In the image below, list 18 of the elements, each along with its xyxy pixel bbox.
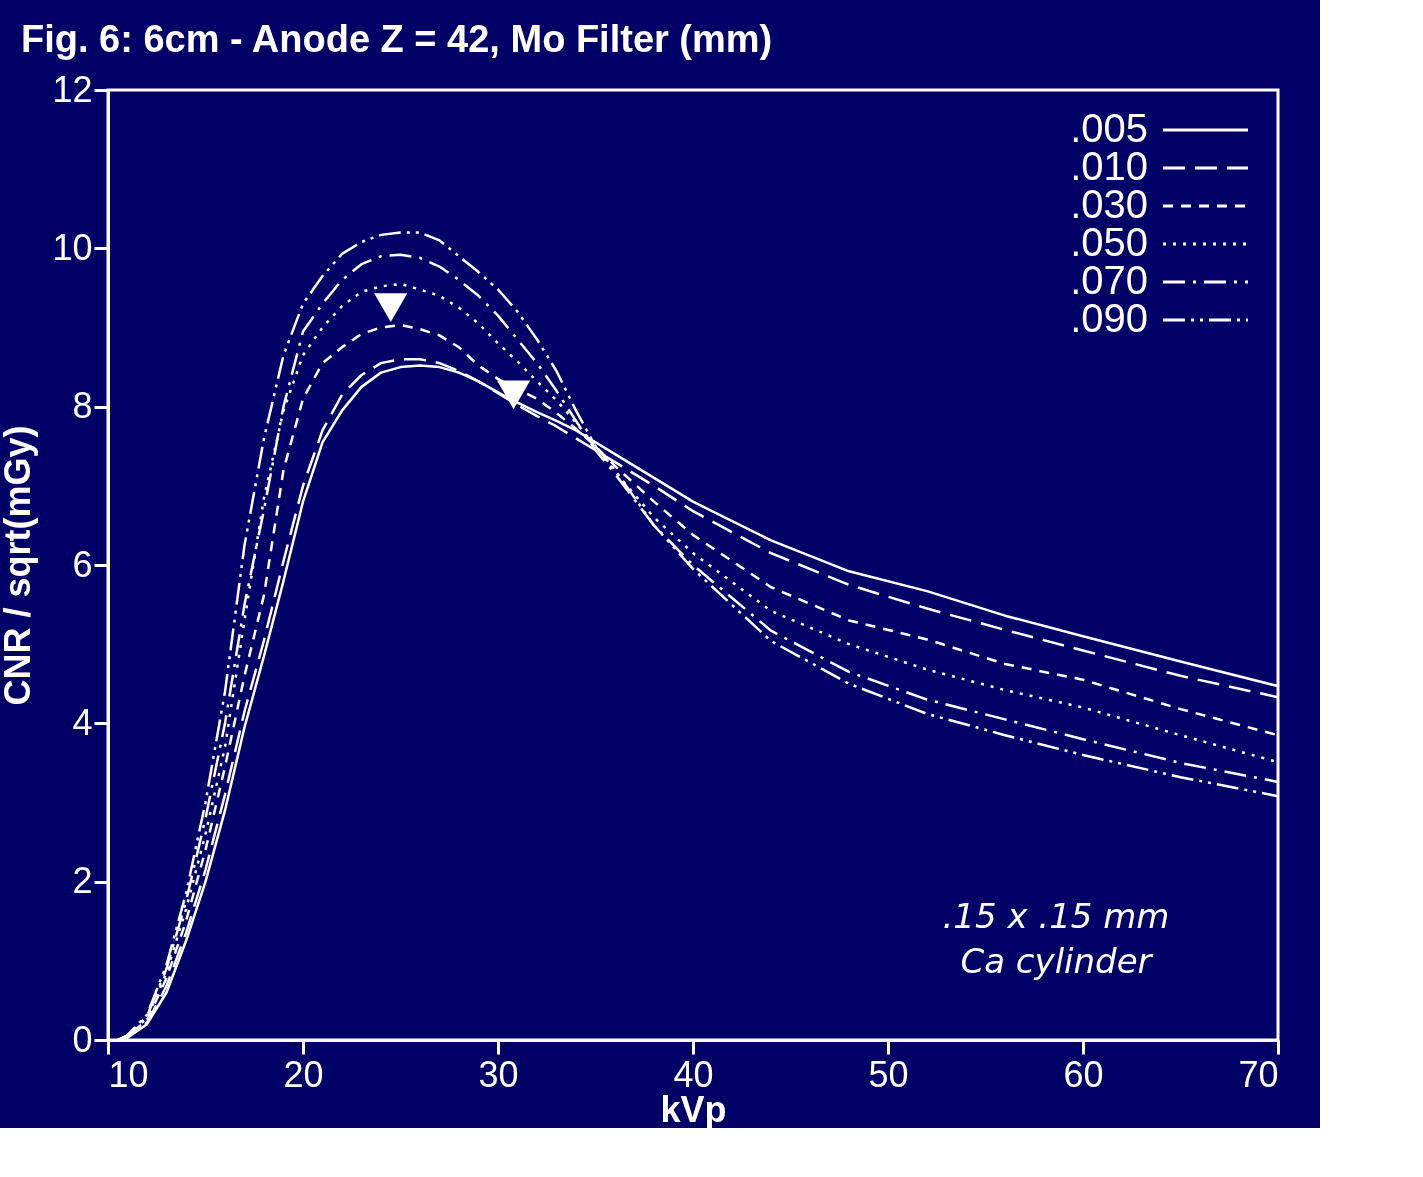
x-tick-label: 50 (868, 1053, 909, 1095)
x-tick-label: 30 (478, 1053, 519, 1095)
annotation: .15 x .15 mm (942, 896, 1170, 936)
x-tick-label: 20 (283, 1053, 324, 1095)
y-tick-label: 2 (72, 860, 93, 902)
y-tick-label: 10 (52, 226, 93, 268)
y-tick-label: 0 (72, 1018, 93, 1060)
x-tick-label: 60 (1063, 1053, 1104, 1095)
x-tick-label: 40 (673, 1053, 714, 1095)
y-tick-label: 12 (52, 68, 93, 110)
y-tick-label: 4 (72, 701, 93, 743)
y-tick-label: 8 (72, 385, 93, 427)
x-tick-label: 10 (108, 1053, 149, 1095)
x-tick-label: 70 (1238, 1053, 1279, 1095)
y-tick-label: 6 (72, 543, 93, 585)
chart-title: Fig. 6: 6cm - Anode Z = 42, Mo Filter (mm) (20, 18, 773, 60)
y-axis-title: CNR / sqrt(mGy) (0, 425, 39, 706)
annotation: Ca cylinder (960, 941, 1154, 981)
